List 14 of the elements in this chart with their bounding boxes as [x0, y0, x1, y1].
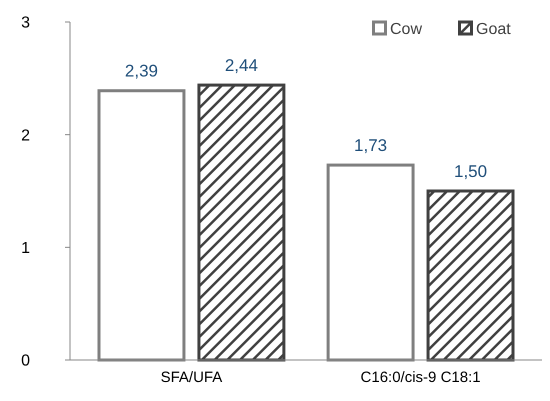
data-label: 2,44 [224, 56, 258, 76]
x-tick-label: SFA/UFA [160, 369, 222, 386]
y-tick-label: 3 [21, 14, 30, 32]
bar [197, 84, 286, 362]
data-label: 1,50 [454, 162, 488, 181]
data-label: 1,73 [354, 136, 388, 156]
legend-label: Cow [390, 21, 422, 38]
data-label: 2,39 [124, 62, 158, 81]
y-tick-label: 2 [21, 127, 30, 144]
x-tick-label: C16:0/cis-9 C18:1 [360, 369, 481, 386]
y-tick-label: 0 [21, 352, 30, 370]
y-tick-label: 1 [21, 240, 30, 257]
bar [426, 190, 515, 362]
legend-label: Goat [476, 21, 512, 38]
